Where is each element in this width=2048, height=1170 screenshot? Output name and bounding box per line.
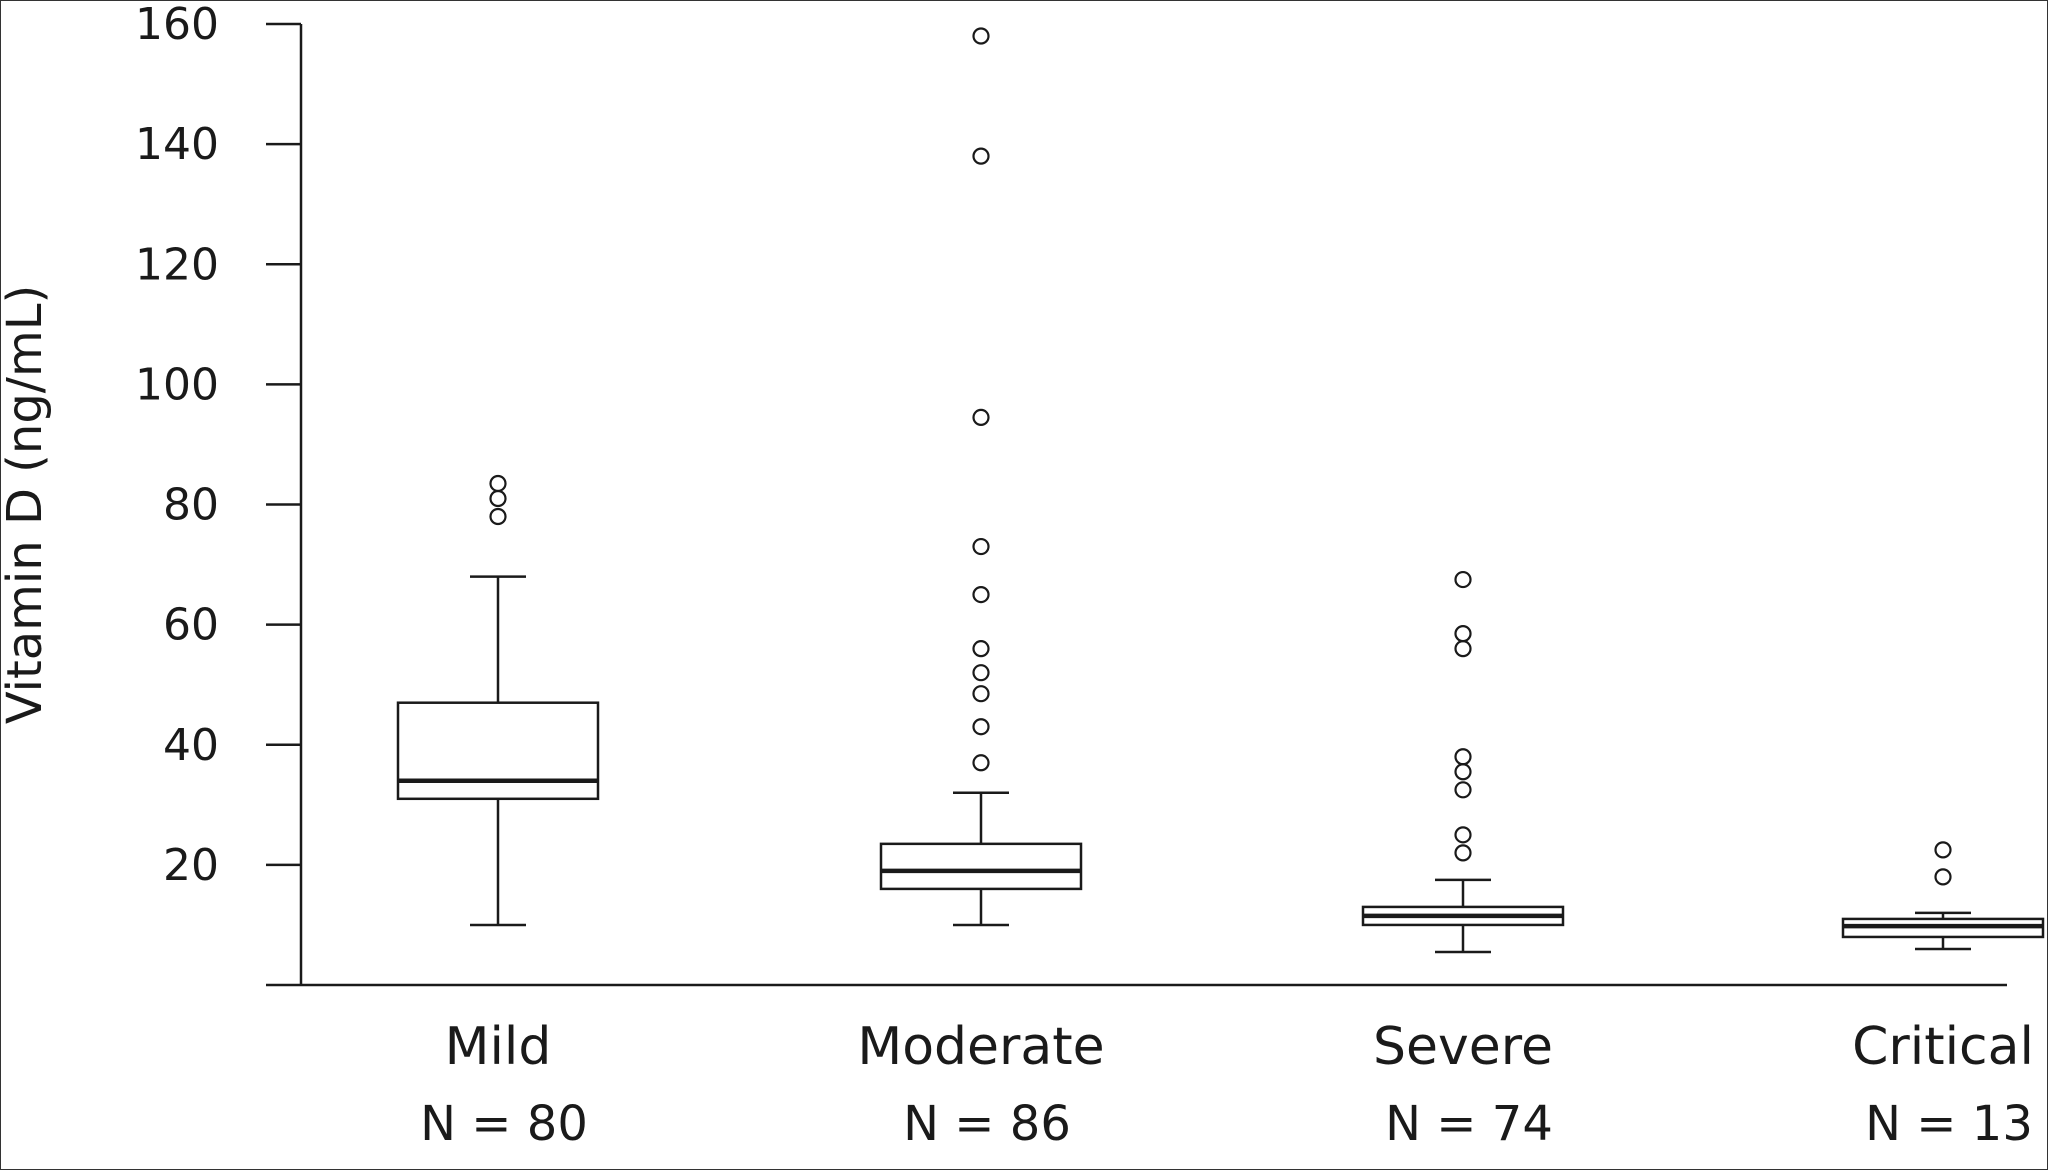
- y-tick-label: 120: [135, 239, 219, 290]
- outlier-point: [1454, 781, 1472, 799]
- y-tick-label: 100: [135, 359, 219, 410]
- box-mild: [396, 474, 600, 927]
- outlier-point: [972, 585, 990, 604]
- category-label: Mild: [445, 1017, 552, 1077]
- outlier-point: [972, 27, 990, 45]
- n-label: N = 13: [1865, 1096, 2033, 1152]
- n-label: N = 74: [1385, 1096, 1553, 1152]
- category-label: Severe: [1373, 1017, 1553, 1077]
- outlier-point: [1454, 640, 1472, 658]
- y-tick-label: 60: [163, 600, 219, 651]
- outlier-point: [972, 147, 990, 165]
- outlier-point: [972, 685, 990, 703]
- boxes: [396, 27, 2045, 954]
- y-tick-label: 20: [163, 840, 219, 891]
- outlier-point: [972, 754, 990, 772]
- iqr-box: [879, 842, 1083, 891]
- category-label: Critical: [1852, 1017, 2034, 1077]
- y-tick-label: 40: [163, 720, 219, 771]
- y-tick-label: 160: [135, 1, 219, 50]
- outlier-point: [1454, 844, 1472, 862]
- box-severe: [1361, 570, 1565, 954]
- outlier-point: [1934, 841, 1952, 859]
- box-moderate: [879, 27, 1083, 927]
- outlier-point: [1454, 625, 1472, 643]
- y-axis-label: Vitamin D (ng/mL): [1, 285, 53, 724]
- outlier-point: [1454, 826, 1472, 844]
- outlier-point: [1454, 748, 1472, 766]
- outlier-point: [972, 718, 990, 736]
- outlier-point: [1454, 763, 1472, 781]
- outlier-point: [1454, 570, 1472, 589]
- n-label: N = 86: [903, 1096, 1071, 1152]
- outlier-point: [972, 640, 990, 658]
- category-label: Moderate: [857, 1017, 1104, 1077]
- outlier-point: [972, 537, 990, 556]
- box-critical: [1841, 841, 2045, 951]
- outlier-point: [972, 664, 990, 682]
- outlier-point: [489, 489, 507, 508]
- outlier-point: [1934, 868, 1952, 886]
- outlier-point: [489, 474, 507, 493]
- axes: 20 40 60 80 100 120 140 160: [135, 1, 2007, 987]
- n-label: N = 80: [420, 1096, 588, 1152]
- y-tick-label: 140: [135, 119, 219, 170]
- outlier-point: [489, 507, 507, 526]
- outlier-point: [972, 408, 990, 427]
- iqr-box: [396, 701, 600, 801]
- y-tick-label: 80: [163, 480, 219, 531]
- axis-labels: Vitamin D (ng/mL) Mild N = 80 Moderate N = 8…: [1, 285, 2034, 1152]
